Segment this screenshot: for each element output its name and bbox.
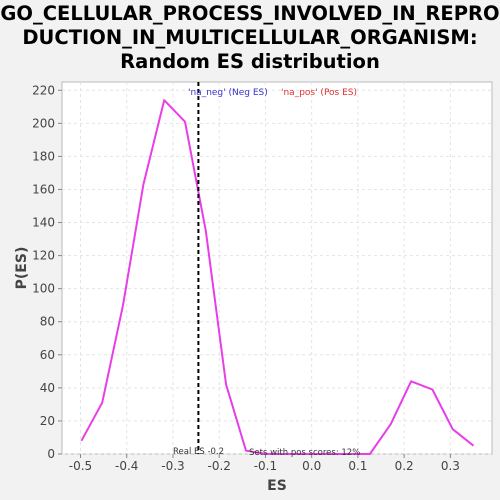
y-tick-label: 180 — [32, 149, 55, 163]
series-layer — [80, 99, 475, 455]
y-tick-label: 220 — [32, 83, 55, 97]
x-tick-label: -0.1 — [254, 459, 277, 473]
chart-title-line-2: DUCTION_IN_MULTICELLULAR_ORGANISM: — [22, 26, 478, 49]
y-tick-label: 200 — [32, 116, 55, 130]
x-tick-label: -0.2 — [207, 459, 230, 473]
legend-pos: 'na_pos' (Pos ES) — [281, 88, 357, 98]
pos-scores-annotation: Sets with pos scores: 12% — [249, 448, 360, 458]
x-axis-ticks: -0.5 -0.4 -0.3 -0.2 -0.1 0.0 0.1 0.2 0.3 — [69, 454, 460, 473]
x-tick-label: -0.3 — [161, 459, 184, 473]
x-tick-label: -0.5 — [69, 459, 92, 473]
y-tick-label: 100 — [32, 282, 55, 296]
y-tick-label: 140 — [32, 216, 55, 230]
y-tick-label: 0 — [47, 447, 55, 461]
y-tick-label: 80 — [40, 315, 55, 329]
x-tick-label: 0.1 — [348, 459, 367, 473]
x-tick-label: 0.3 — [441, 459, 460, 473]
y-tick-label: 60 — [40, 348, 55, 362]
es-distribution-line — [80, 99, 475, 455]
real-es-annotation: Real ES -0.2 — [173, 447, 224, 457]
plot-area — [61, 81, 493, 455]
chart-title-line-1: GO_CELLULAR_PROCESS_INVOLVED_IN_REPRO — [0, 2, 500, 25]
x-axis-label: ES — [267, 478, 287, 494]
y-tick-label: 20 — [40, 414, 55, 428]
y-axis-ticks: 0 20 40 60 80 100 120 140 160 180 200 220 — [32, 83, 62, 461]
legend-neg: 'na_neg' (Neg ES) — [188, 88, 268, 98]
y-tick-label: 120 — [32, 249, 55, 263]
y-tick-label: 40 — [40, 381, 55, 395]
x-tick-label: 0.2 — [395, 459, 414, 473]
y-axis-label: P(ES) — [14, 247, 30, 290]
x-tick-label: -0.4 — [115, 459, 138, 473]
chart-title: GO_CELLULAR_PROCESS_INVOLVED_IN_REPRO DU… — [0, 2, 500, 74]
x-tick-label: 0.0 — [302, 459, 321, 473]
chart-title-line-3: Random ES distribution — [120, 50, 380, 73]
grid-lines — [62, 82, 492, 455]
y-tick-label: 160 — [32, 182, 55, 196]
